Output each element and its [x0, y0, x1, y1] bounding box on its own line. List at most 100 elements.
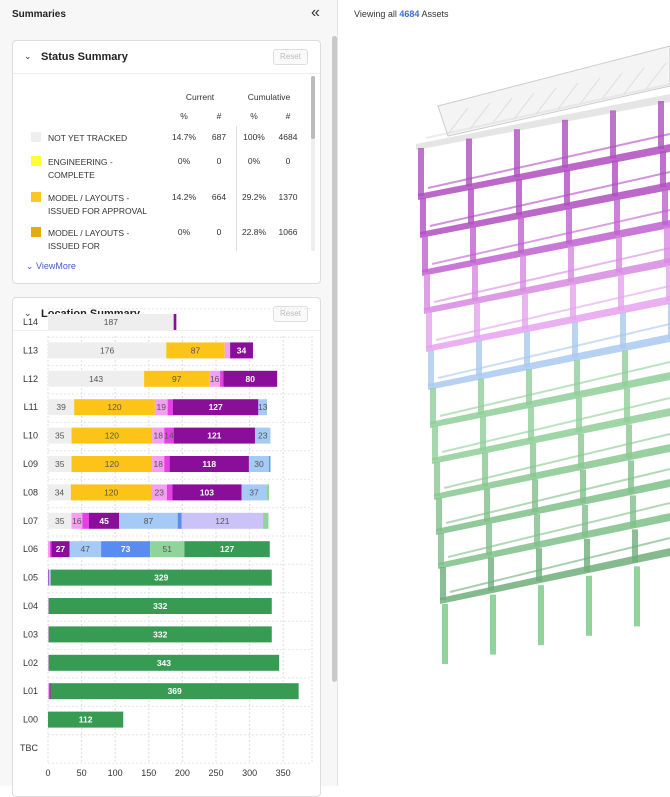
bar-segment — [181, 512, 264, 529]
bar-segment — [167, 399, 173, 416]
floor-slab — [438, 513, 670, 569]
x-tick-label: 100 — [108, 768, 123, 778]
bar-data-label: 18 — [153, 431, 163, 441]
bar-segment — [50, 683, 299, 700]
column — [576, 397, 582, 432]
floor-slab — [432, 408, 670, 464]
bar-segment — [172, 399, 259, 416]
x-tick-label: 350 — [276, 768, 291, 778]
y-category-label: L13 — [23, 345, 38, 355]
y-category-label: L12 — [23, 374, 38, 384]
column — [614, 198, 620, 235]
bar-segment — [48, 427, 72, 444]
bar-segment — [50, 541, 52, 558]
column — [424, 274, 430, 310]
bar-data-label: 127 — [209, 402, 223, 412]
bar-data-label: 16 — [210, 374, 220, 384]
current-percent: 0% — [177, 227, 191, 237]
status-color-swatch — [31, 156, 41, 166]
bar-data-label: 80 — [246, 374, 256, 384]
bar-data-label: 97 — [172, 374, 182, 384]
bar-segment — [71, 427, 153, 444]
x-tick-label: 300 — [242, 768, 257, 778]
column — [516, 179, 522, 216]
column — [490, 594, 496, 655]
reset-button[interactable]: Reset — [273, 306, 308, 322]
column — [538, 585, 544, 646]
chevron-down-icon: ⌄ — [26, 261, 37, 271]
column — [438, 533, 444, 565]
bar-segment — [48, 456, 72, 472]
bar-data-label: 103 — [200, 487, 214, 497]
bar-segment — [48, 654, 49, 671]
summaries-panel: Summaries « ⌄ Status Summary Reset Curre… — [0, 0, 338, 797]
bar-segment — [173, 314, 177, 330]
roof-beam — [623, 67, 645, 95]
bar-data-label: 13 — [258, 402, 268, 412]
column — [440, 567, 446, 600]
cumulative-count: 0 — [285, 156, 291, 166]
bar-data-label: 120 — [105, 431, 119, 441]
current-count: 664 — [211, 192, 227, 202]
view-more-link[interactable]: ⌄ ViewMore — [26, 261, 76, 272]
bar-segment — [51, 541, 70, 558]
floor-slab — [430, 372, 670, 428]
bar-segment — [169, 456, 249, 472]
bar-segment — [266, 484, 270, 501]
panel-scrollbar[interactable] — [332, 36, 337, 682]
double-chevron-left-icon[interactable]: « — [311, 4, 320, 21]
y-category-label: L10 — [23, 431, 38, 441]
col-header: % — [250, 111, 258, 121]
bar-data-label: 30 — [254, 459, 264, 469]
column — [530, 443, 536, 478]
column — [660, 151, 666, 187]
bar-data-label: 37 — [249, 487, 259, 497]
column — [434, 462, 440, 496]
cumulative-percent: 100% — [243, 132, 265, 142]
bar-data-label: 87 — [144, 516, 154, 526]
status-label: MODEL / LAYOUTS - ISSUED FOR APPROVAL — [48, 193, 148, 216]
column — [616, 236, 622, 273]
floor-beam — [429, 171, 670, 227]
chevron-down-icon[interactable]: ⌄ — [24, 51, 32, 61]
bar-segment — [248, 456, 270, 472]
cumulative-percent: 29.2% — [241, 192, 267, 202]
column — [612, 160, 618, 197]
chevron-down-icon[interactable]: ⌄ — [24, 308, 32, 318]
column — [524, 331, 530, 368]
column — [628, 460, 634, 494]
column — [528, 407, 534, 442]
bar-segment — [48, 598, 49, 614]
3d-building-model-viewer[interactable] — [338, 26, 670, 786]
bar-segment — [173, 427, 255, 444]
reset-button[interactable]: Reset — [273, 49, 308, 65]
column — [568, 245, 574, 282]
floor-beam — [443, 433, 670, 489]
column — [488, 557, 494, 591]
column — [486, 523, 492, 556]
column — [618, 274, 624, 311]
scrollbar-track[interactable] — [311, 76, 315, 251]
bar-data-label: 23 — [258, 431, 268, 441]
x-tick-label: 250 — [208, 768, 223, 778]
bar-segment — [164, 456, 170, 472]
y-category-label: L09 — [23, 459, 38, 469]
roof-beam — [447, 107, 469, 135]
bar-segment — [48, 569, 49, 586]
status-summary-card: ⌄ Status Summary Reset Current Cumulativ… — [12, 40, 321, 284]
column — [518, 217, 524, 254]
bar-segment — [220, 370, 224, 387]
bar-segment — [74, 399, 155, 416]
bar-segment — [254, 427, 271, 444]
bar-segment — [48, 342, 167, 359]
asset-count: 4684 — [399, 9, 420, 19]
column — [620, 312, 626, 349]
y-category-label: L02 — [23, 658, 38, 668]
scrollbar-thumb[interactable] — [311, 76, 315, 139]
status-label: MODEL / LAYOUTS - ISSUED FOR — [48, 228, 130, 251]
column — [572, 321, 578, 358]
column — [474, 302, 480, 339]
floor-beam — [439, 361, 670, 417]
current-percent: 0% — [177, 156, 191, 166]
bar-data-label: 127 — [220, 544, 234, 554]
